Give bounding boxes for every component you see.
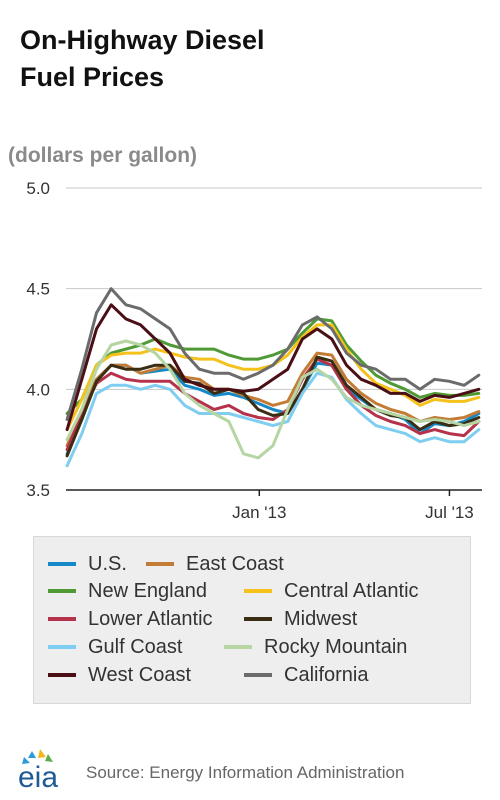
legend-label: East Coast: [186, 552, 284, 575]
legend-item-central-atlantic: Central Atlantic: [244, 578, 419, 604]
series-line-midwest: [65, 355, 481, 458]
legend-item-east-coast: East Coast: [146, 551, 284, 577]
legend-label: Central Atlantic: [284, 579, 419, 602]
y-axis-unit-label: (dollars per gallon): [8, 144, 198, 167]
legend-label: New England: [88, 579, 207, 602]
y-tick-label-0: 3.5: [26, 481, 50, 500]
series-line-california: [65, 287, 481, 421]
legend-label: West Coast: [88, 663, 191, 686]
eia-logo-text: eia: [18, 761, 58, 794]
y-tick-label-1: 4.0: [26, 380, 50, 399]
legend-item-west-coast: West Coast: [48, 662, 191, 688]
series-line-lower-atlantic: [65, 357, 481, 452]
legend-swatch: [48, 617, 76, 621]
legend-item-new-england: New England: [48, 578, 207, 604]
legend-label: Lower Atlantic: [88, 607, 213, 630]
legend-item-rocky-mountain: Rocky Mountain: [224, 634, 407, 660]
legend-label: Gulf Coast: [88, 635, 183, 658]
legend-item-u-s-: U.S.: [48, 551, 127, 577]
legend-swatch: [244, 673, 272, 677]
legend-item-midwest: Midwest: [244, 606, 357, 632]
x-tick-label-1: Jul '13: [425, 503, 474, 522]
eia-logo: eia: [18, 749, 58, 794]
series-line-gulf-coast: [65, 371, 481, 468]
legend-item-lower-atlantic: Lower Atlantic: [48, 606, 213, 632]
legend: U.S. East Coast New England Central Atlanti…: [33, 536, 471, 704]
axes: 3.5 4.0 4.5 5.0 Jan '13 Jul '13: [26, 179, 482, 522]
footer: eia Source: Energy Information Administr…: [10, 745, 490, 795]
legend-label: Midwest: [284, 607, 358, 630]
legend-swatch: [48, 562, 76, 566]
series-line-west-coast: [65, 303, 481, 432]
legend-swatch: [146, 562, 174, 566]
source-note: Source: Energy Information Administratio…: [86, 763, 405, 782]
legend-label: U.S.: [88, 552, 127, 575]
series-line-rocky-mountain: [65, 339, 481, 460]
y-tick-label-3: 5.0: [26, 179, 50, 198]
chart-title: On-Highway Diesel Fuel Prices: [20, 22, 265, 96]
gridlines: [66, 187, 482, 390]
legend-swatch: [244, 589, 272, 593]
legend-swatch: [48, 673, 76, 677]
x-tick-label-0: Jan '13: [232, 503, 286, 522]
y-tick-label-2: 4.5: [26, 280, 50, 299]
legend-swatch: [244, 617, 272, 621]
legend-label: Rocky Mountain: [264, 635, 408, 658]
line-chart: 3.5 4.0 4.5 5.0 Jan '13 Jul '13: [26, 179, 482, 522]
legend-item-gulf-coast: Gulf Coast: [48, 634, 182, 660]
chart-title-line-2: Fuel Prices: [20, 62, 165, 92]
chart-title-line-1: On-Highway Diesel: [20, 25, 265, 55]
series-line-new-england: [65, 317, 481, 415]
legend-swatch: [224, 645, 252, 649]
legend-swatch: [48, 645, 76, 649]
legend-item-california: California: [244, 662, 368, 688]
legend-label: California: [284, 663, 369, 686]
legend-swatch: [48, 589, 76, 593]
series-lines: [65, 287, 481, 468]
